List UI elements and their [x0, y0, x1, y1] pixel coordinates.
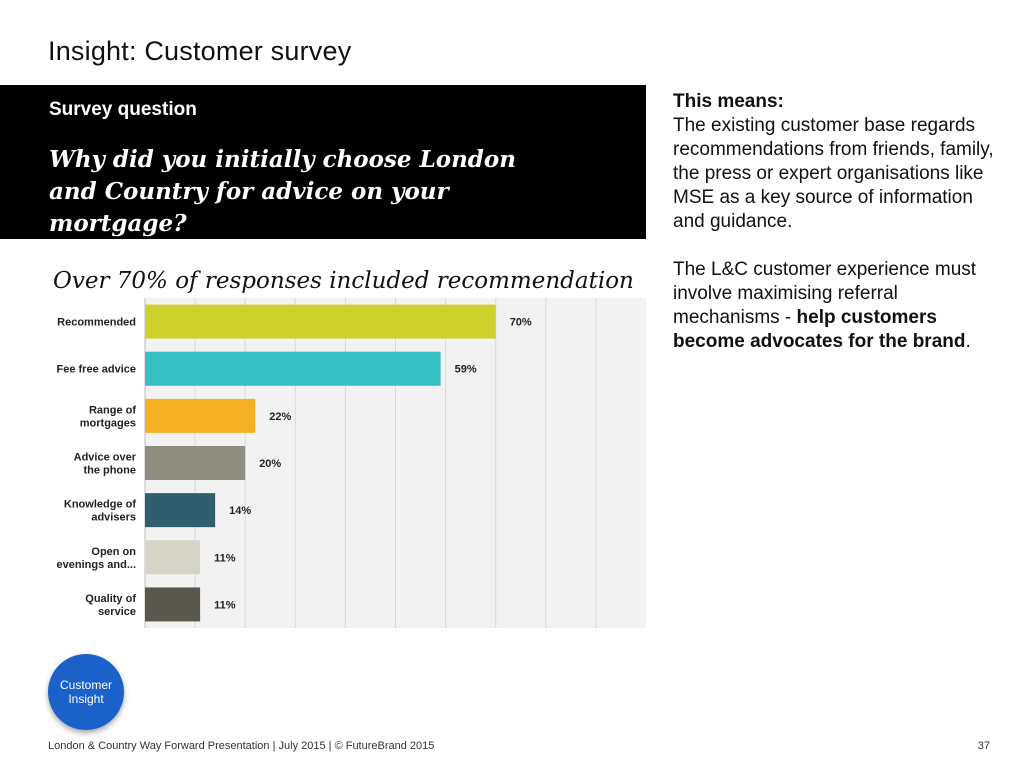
bar-value-label: 14%: [229, 505, 251, 517]
category-label: Open on: [91, 546, 136, 558]
page-number: 37: [977, 740, 990, 752]
category-label: evenings and...: [57, 559, 136, 571]
category-label: Recommended: [57, 317, 136, 329]
category-label: service: [98, 606, 136, 618]
insight-paragraph-2: The L&C customer experience must involve…: [673, 258, 1003, 354]
bar: [145, 587, 201, 622]
category-label: Range of: [89, 404, 136, 416]
insight-panel: This means: The existing customer base r…: [673, 90, 1003, 354]
category-label: Knowledge of: [64, 499, 136, 511]
bar-value-label: 59%: [455, 364, 477, 376]
chart-title: Over 70% of responses included recommend…: [53, 268, 634, 294]
insight-paragraph-2-end: .: [965, 331, 971, 352]
bar: [145, 493, 216, 528]
bar: [145, 351, 441, 386]
bar-value-label: 11%: [214, 552, 236, 564]
bar-value-label: 11%: [214, 599, 236, 611]
insight-paragraph-2-emphasis: help customers become advocates for the …: [673, 307, 966, 352]
bar: [145, 398, 256, 433]
bar-value-label: 70%: [510, 317, 532, 329]
bar: [145, 540, 201, 575]
chart-bars: 70% Recommended 59% Fee free advice 22% Range…: [57, 304, 532, 622]
bar-value-label: 20%: [259, 458, 281, 470]
customer-insight-badge: Customer Insight: [48, 654, 124, 730]
survey-question-text: Why did you initially choose London and …: [49, 146, 516, 237]
category-label: Quality of: [85, 593, 136, 605]
bar-value-label: 22%: [269, 411, 291, 423]
category-label: mortgages: [80, 417, 136, 429]
category-label: advisers: [91, 512, 136, 524]
page-title: Insight: Customer survey: [48, 36, 352, 66]
insight-paragraph-2-lead: The L&C customer experience must involve…: [673, 259, 977, 328]
category-label: the phone: [83, 465, 136, 477]
survey-question-label: Survey question: [49, 99, 197, 120]
badge-line-2: Insight: [68, 692, 104, 706]
bar: [145, 446, 246, 480]
bar-chart: 70% Recommended 59% Fee free advice 22% Range…: [57, 298, 646, 628]
insight-heading: This means:: [673, 91, 784, 112]
footer-text: London & Country Way Forward Presentatio…: [48, 740, 435, 752]
category-label: Advice over: [74, 452, 137, 464]
badge-line-1: Customer: [59, 678, 112, 692]
survey-question-box: Survey question Why did you initially ch…: [0, 85, 646, 239]
bar: [145, 304, 496, 339]
insight-paragraph-1: The existing customer base regards recom…: [673, 115, 994, 232]
category-label: Fee free advice: [57, 364, 137, 376]
